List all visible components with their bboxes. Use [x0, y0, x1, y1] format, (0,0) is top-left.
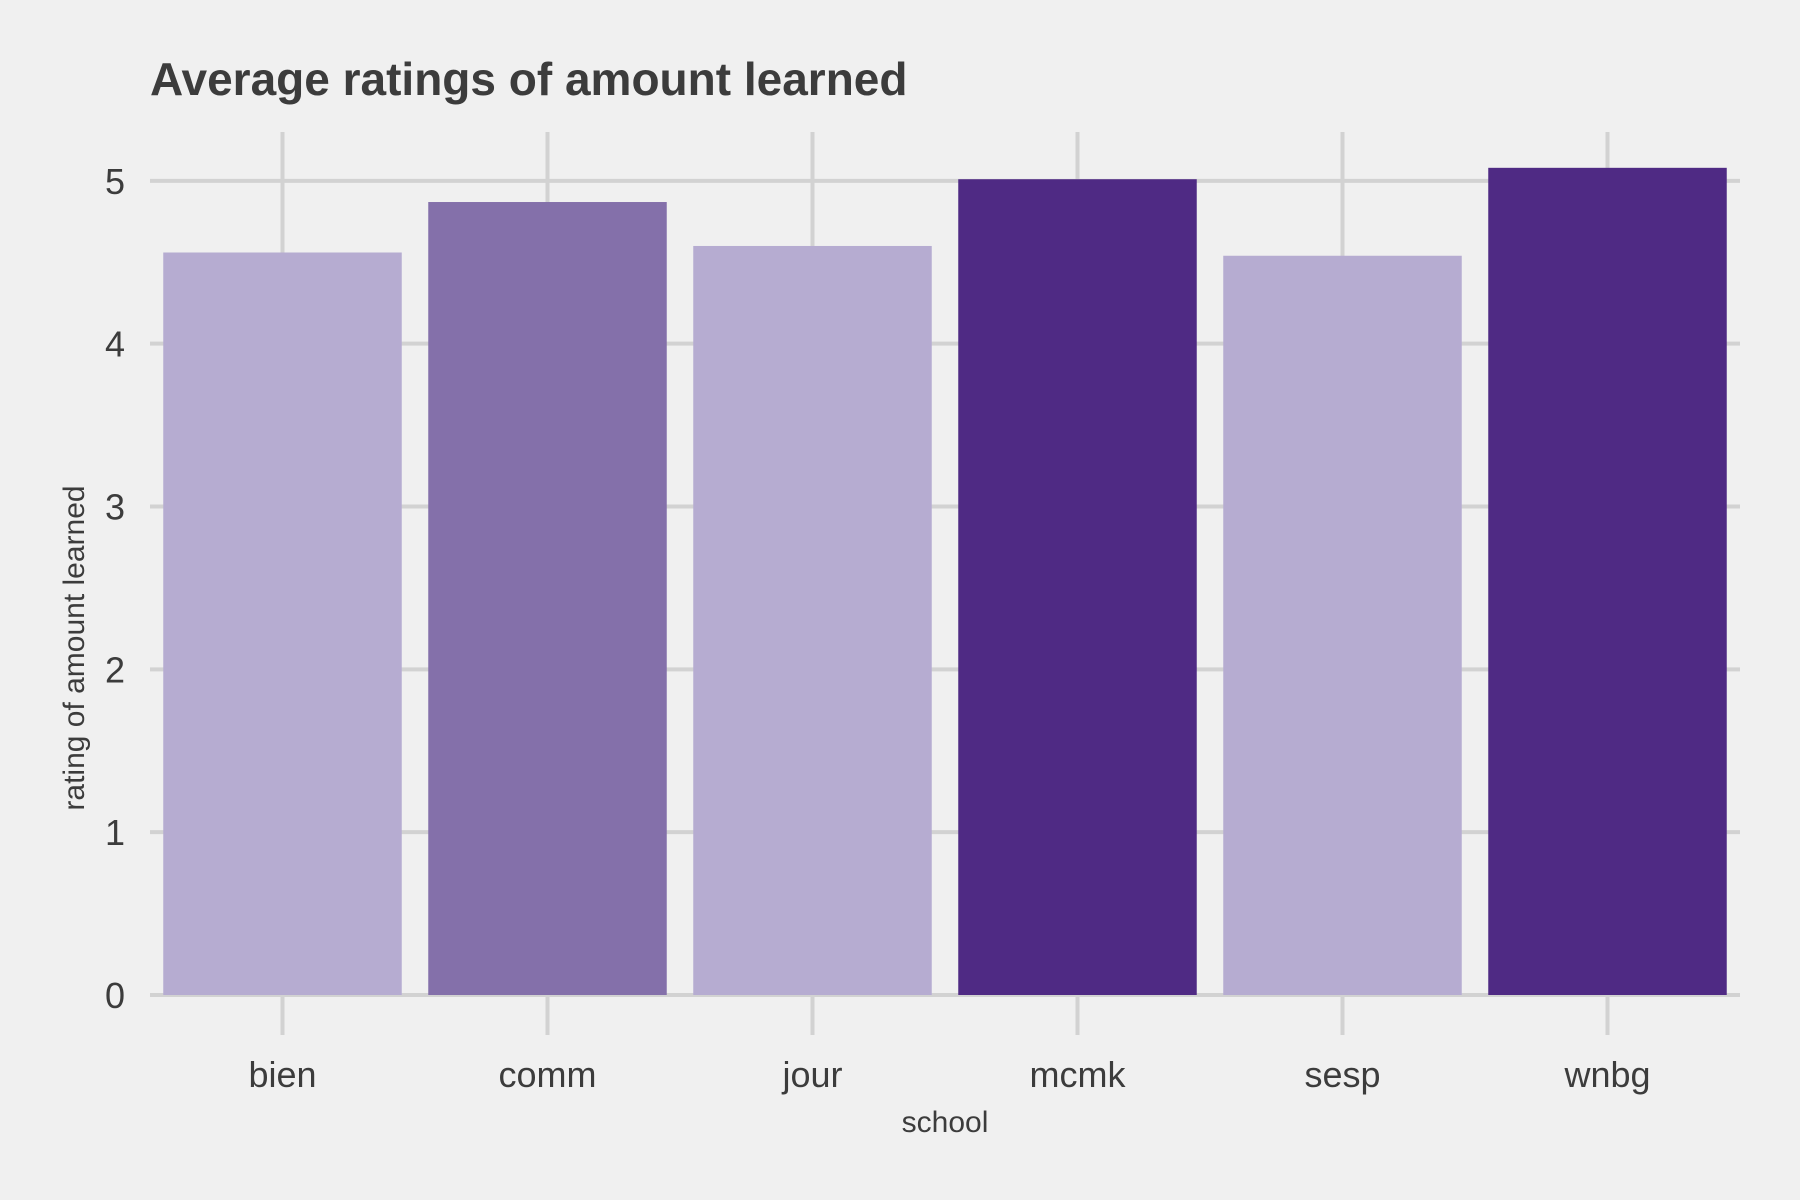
x-tick-label-comm: comm [499, 1054, 597, 1095]
bar-jour [693, 245, 932, 995]
x-axis-label: school [902, 1106, 989, 1139]
chart-title: Average ratings of amount learned [150, 53, 907, 105]
bars [163, 167, 1727, 996]
y-axis-label: rating of amount learned [58, 485, 91, 810]
bar-wnbg [1488, 167, 1727, 996]
y-tick-label-5: 5 [105, 161, 125, 202]
y-tick-label-3: 3 [105, 487, 125, 528]
x-tick-label-mcmk: mcmk [1030, 1054, 1127, 1095]
x-tick-label-jour: jour [781, 1054, 842, 1095]
y-tick-label-2: 2 [105, 649, 125, 690]
x-tick-label-wnbg: wnbg [1563, 1054, 1650, 1095]
y-tick-label-4: 4 [105, 324, 125, 365]
x-tick-labels: bien comm jour mcmk sesp wnbg [248, 1054, 1650, 1095]
bar-sesp [1223, 255, 1462, 995]
y-tick-labels: 0 1 2 3 4 5 [105, 161, 125, 1016]
x-tick-label-sesp: sesp [1304, 1054, 1380, 1095]
x-tick-label-bien: bien [248, 1054, 316, 1095]
bar-mcmk [958, 179, 1197, 995]
bar-comm [428, 202, 667, 996]
y-tick-label-0: 0 [105, 975, 125, 1016]
y-tick-label-1: 1 [105, 812, 125, 853]
bar-bien [163, 252, 402, 996]
